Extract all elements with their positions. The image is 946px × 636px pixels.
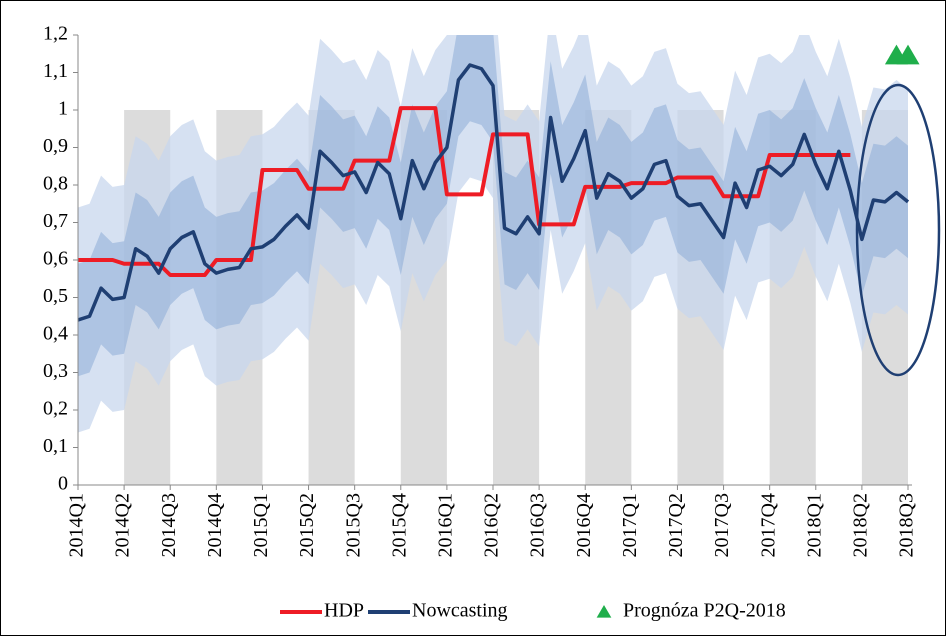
- x-tick-label: 2014Q4: [204, 493, 226, 557]
- x-tick-label: 2018Q1: [803, 493, 825, 557]
- x-tick-label: 2015Q1: [250, 493, 272, 557]
- x-tick-label: 2015Q3: [342, 493, 364, 557]
- y-tick-label: 1,1: [43, 60, 68, 82]
- y-tick-label: 0,2: [43, 398, 68, 420]
- legend-label: Prognóza P2Q-2018: [623, 600, 786, 622]
- x-tick-label: 2014Q3: [158, 493, 180, 557]
- x-tick-label: 2016Q4: [573, 493, 595, 557]
- axes: 0 0,1 0,2 0,3 0,4 0,5 0,6 0,7 0,8 0,9 1 1,1 1,2 2014Q…: [43, 23, 918, 558]
- x-tick-label: 2017Q3: [711, 493, 733, 557]
- y-tick-label: 0,8: [43, 173, 68, 195]
- x-tick-label: 2017Q4: [757, 493, 779, 557]
- y-tick-label: 0,9: [43, 135, 68, 157]
- x-tick-label: 2016Q1: [434, 493, 456, 557]
- forecast-marker: [896, 44, 920, 65]
- x-tick-label: 2016Q2: [481, 493, 503, 557]
- x-tick-label: 2015Q2: [296, 493, 318, 557]
- series-line: [78, 63, 910, 322]
- legend: HDP Nowcasting Prognóza P2Q-2018: [280, 600, 786, 622]
- y-tick-label: 0: [58, 473, 68, 495]
- confidence-band: [78, 35, 908, 433]
- series-line: [78, 106, 851, 277]
- x-tick-label: 2018Q2: [849, 493, 871, 557]
- x-tick-label: 2015Q4: [388, 493, 410, 557]
- annotation-ellipse: [855, 83, 941, 377]
- legend-swatch: [596, 605, 612, 618]
- legend-label: HDP: [324, 600, 364, 622]
- y-tick-label: 0,6: [43, 248, 68, 270]
- x-tick-label: 2014Q1: [66, 493, 88, 557]
- y-tick-label: 0,3: [43, 360, 68, 382]
- x-tick-label: 2016Q3: [527, 493, 549, 557]
- y-tick-label: 0,1: [43, 435, 68, 457]
- x-tick-label: 2017Q1: [619, 493, 641, 557]
- x-tick-label: 2014Q2: [112, 493, 134, 557]
- y-tick-label: 1: [58, 98, 68, 120]
- y-tick-label: 0,5: [43, 285, 68, 307]
- x-tick-label: 2018Q3: [896, 493, 918, 557]
- y-tick-label: 0,7: [43, 210, 68, 232]
- x-tick-label: 2017Q2: [665, 493, 687, 557]
- plot-area: [78, 35, 910, 485]
- legend-label: Nowcasting: [412, 600, 508, 622]
- y-tick-label: 1,2: [43, 23, 68, 45]
- y-tick-label: 0,4: [43, 323, 68, 345]
